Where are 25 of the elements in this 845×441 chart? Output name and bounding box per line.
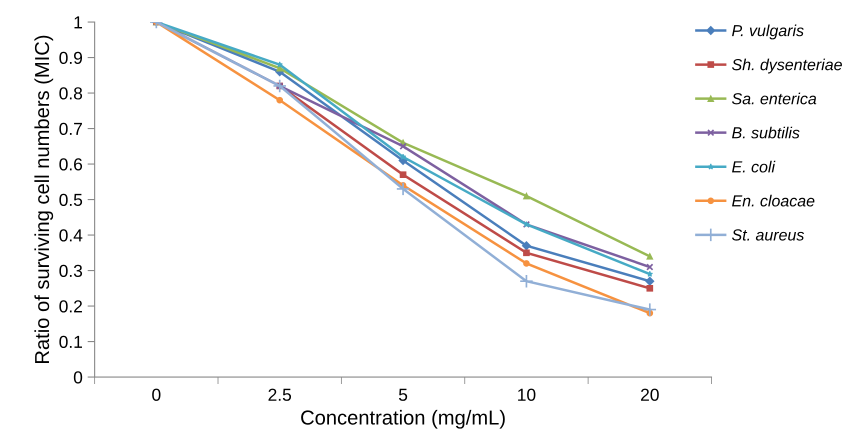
y-tick-label: 0.3 [59,264,82,278]
x-tick-label: 2.5 [268,388,292,401]
x-tick-label: 5 [398,388,408,401]
legend-label: P. vulgaris [732,24,804,40]
y-tick-label: 0 [74,371,82,384]
x-axis-title: Concentration (mg/mL) [301,410,505,429]
y-tick-label: 0.8 [59,87,82,100]
legend-label: B. subtilis [732,126,800,138]
legend-label: E. coli [732,160,776,172]
x-tick-label: 0 [152,388,160,401]
y-tick-label: 1 [74,16,82,28]
y-tick-label: 0.5 [59,194,82,206]
y-tick-label: 0.7 [59,122,82,136]
x-tick-label: 20 [641,388,659,401]
y-tick-label: 0.9 [59,52,82,64]
legend-label: Sh. dysenteriae [732,58,842,74]
y-tick-label: 0.4 [59,229,82,242]
legend-label: Sa. enterica [732,92,816,104]
legend-label: En. cloacae [732,194,814,207]
y-tick-label: 0.6 [59,158,82,171]
legend-label: St. aureus [732,229,804,241]
y-axis-title: Ratio of surviving cell numbers (MIC) [34,36,54,363]
x-tick-label: 10 [518,388,536,401]
y-tick-label: 0.2 [59,300,82,313]
y-tick-label: 0.1 [59,336,82,348]
